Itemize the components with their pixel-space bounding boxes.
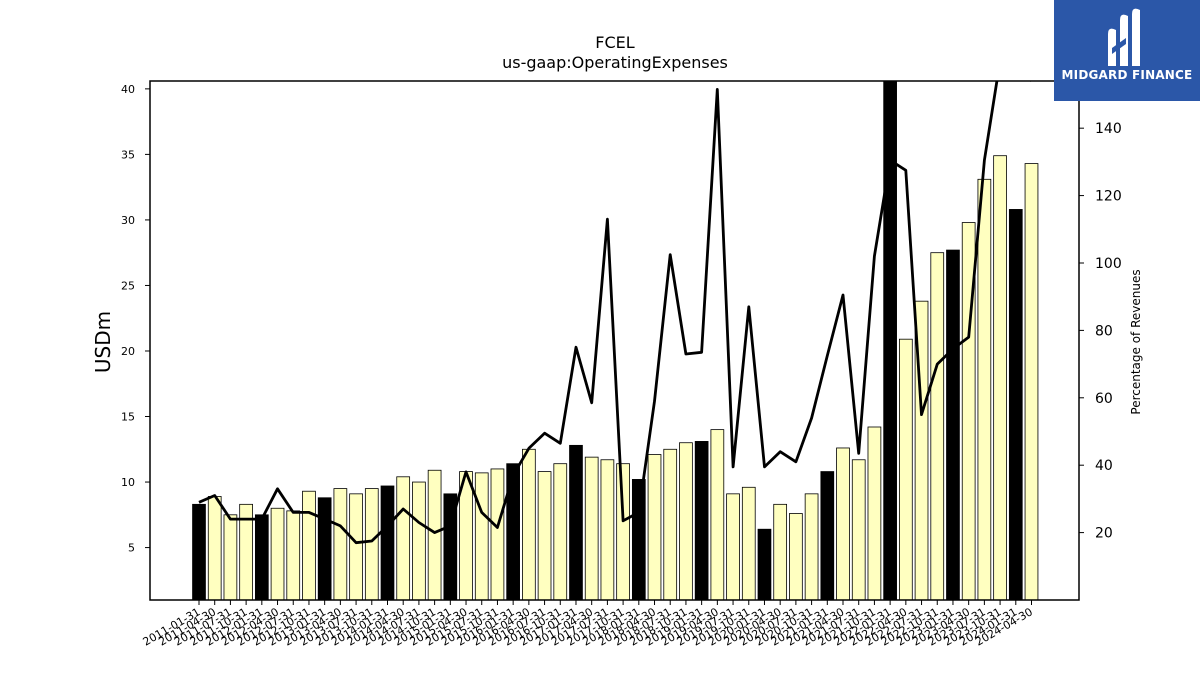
chart-title: FCEL xyxy=(595,33,634,52)
bar xyxy=(364,488,379,600)
bar xyxy=(820,471,835,600)
bar xyxy=(553,463,568,600)
bar xyxy=(946,249,960,600)
bar xyxy=(631,479,646,600)
bar xyxy=(317,497,332,600)
bar xyxy=(679,442,693,600)
bar xyxy=(867,426,882,600)
bar xyxy=(789,513,803,600)
midgard-finance-logo: MIDGARD FINANCE xyxy=(1054,0,1200,101)
y-axis-label: USDm xyxy=(91,311,115,373)
bar xyxy=(836,447,850,600)
bar xyxy=(192,503,206,600)
y2-tick-label: 120 xyxy=(1095,189,1122,205)
bar xyxy=(600,459,615,600)
bar xyxy=(663,448,678,600)
bar xyxy=(741,486,756,600)
bar xyxy=(710,429,725,600)
y2-tick-label: 140 xyxy=(1095,121,1122,137)
bar xyxy=(443,493,458,600)
logo-mark-icon xyxy=(1108,8,1140,67)
bar xyxy=(694,441,709,600)
y-tick-label: 40 xyxy=(121,83,135,96)
y-tick-label: 25 xyxy=(121,279,135,292)
bar xyxy=(616,463,630,600)
bar xyxy=(223,514,238,600)
bar xyxy=(726,493,740,600)
bar xyxy=(396,476,411,600)
bar xyxy=(584,456,599,600)
bar xyxy=(930,252,945,600)
bar xyxy=(302,490,316,600)
bar xyxy=(506,463,520,600)
bar xyxy=(757,528,772,600)
bar xyxy=(207,496,222,600)
bar xyxy=(286,510,301,600)
y-tick-label: 5 xyxy=(128,542,135,555)
y2-tick-label: 20 xyxy=(1095,526,1113,542)
bars xyxy=(192,81,1039,600)
bar xyxy=(851,459,866,600)
bar xyxy=(333,488,348,600)
y-tick-label: 30 xyxy=(121,214,135,227)
bar xyxy=(490,468,505,600)
bar xyxy=(270,507,285,600)
bar xyxy=(993,155,1007,600)
bar xyxy=(898,338,913,600)
y2-tick-label: 80 xyxy=(1095,323,1113,339)
bar xyxy=(1008,209,1023,600)
bar xyxy=(977,178,992,600)
y2-tick-label: 100 xyxy=(1095,256,1122,272)
bar xyxy=(412,481,426,600)
plot-area: 510152025303540204060801001201402011-01-… xyxy=(121,80,1122,649)
plot-frame xyxy=(149,80,1080,601)
y2-tick-label: 60 xyxy=(1095,391,1113,407)
y-tick-label: 15 xyxy=(121,411,135,424)
bar xyxy=(474,472,489,600)
bar xyxy=(1024,163,1039,600)
chart-subtitle: us-gaap:OperatingExpenses xyxy=(502,53,728,72)
bar xyxy=(380,485,395,600)
bar xyxy=(537,471,552,600)
y-tick-label: 20 xyxy=(121,345,135,358)
logo-text: MIDGARD FINANCE xyxy=(1061,68,1193,82)
bar xyxy=(349,493,363,600)
y2-axis-label: Percentage of Revenues xyxy=(1129,269,1143,414)
bar xyxy=(883,81,897,600)
y-tick-label: 10 xyxy=(121,476,135,489)
bar xyxy=(254,514,269,600)
bar xyxy=(569,444,583,600)
bar xyxy=(647,454,662,600)
y2-tick-label: 40 xyxy=(1095,458,1113,474)
y-tick-label: 35 xyxy=(121,148,135,161)
series-line xyxy=(198,81,1032,545)
bar xyxy=(522,448,536,600)
bar xyxy=(804,493,819,600)
bar xyxy=(773,503,788,600)
bar xyxy=(427,469,442,600)
